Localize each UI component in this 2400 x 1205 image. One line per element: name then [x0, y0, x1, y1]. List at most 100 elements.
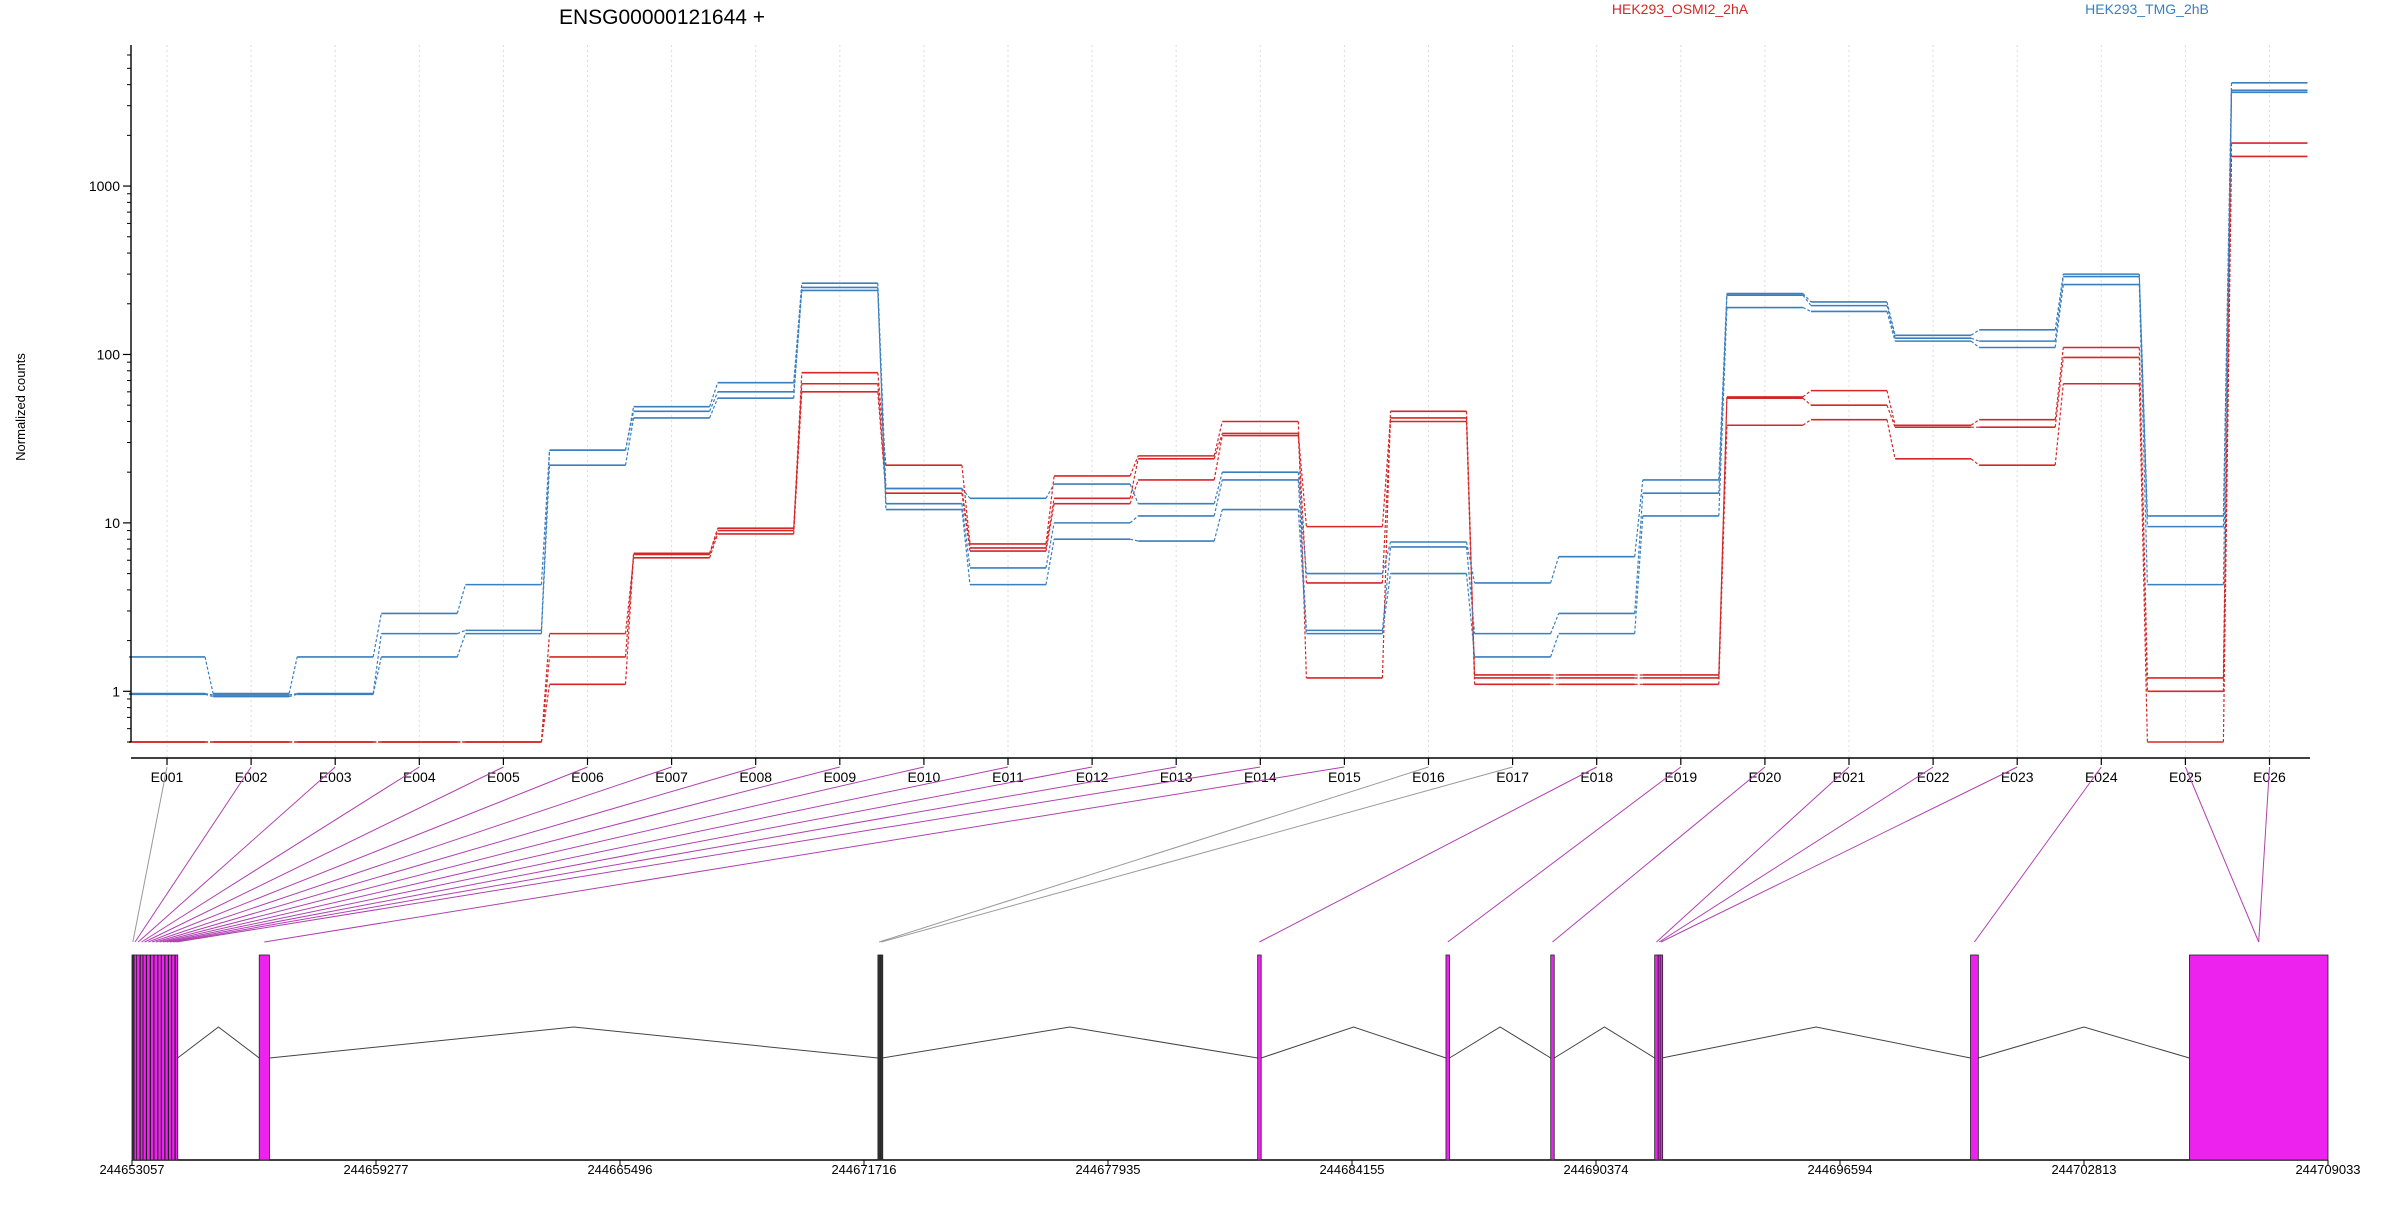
series-connector	[624, 557, 635, 634]
x-tick-label: E025	[2169, 769, 2202, 785]
exon-block	[153, 954, 159, 1161]
vertical-gridlines	[166, 45, 2270, 758]
exon-link-line	[881, 766, 1513, 943]
series-connector	[1213, 472, 1223, 504]
series-connector	[288, 656, 298, 694]
genome-coordinate-label: 244677935	[1075, 1162, 1140, 1177]
x-tick-label: E017	[1496, 769, 1529, 785]
series-connector	[1550, 613, 1560, 634]
exon-link-line	[1974, 766, 2102, 943]
x-tick-label: E009	[823, 769, 856, 785]
x-tick-label: E002	[235, 769, 268, 785]
exon-link-line	[264, 766, 1345, 943]
x-tick-label: E026	[2253, 769, 2286, 785]
series-connector	[1886, 390, 1896, 426]
exon-link-line	[1658, 766, 1934, 943]
series-connector	[624, 417, 635, 466]
series-connector	[540, 450, 551, 631]
exon-link-line	[137, 766, 336, 943]
x-tick-label: E016	[1412, 769, 1445, 785]
series-connector	[1129, 458, 1139, 499]
series-connector	[1718, 307, 1728, 516]
exon-link-line	[162, 766, 925, 943]
series-connector	[1213, 509, 1223, 542]
genome-coordinate-label: 244696594	[1807, 1162, 1872, 1177]
x-tick-label: E020	[1749, 769, 1782, 785]
x-tick-label: E023	[2001, 769, 2034, 785]
series-connector	[1045, 539, 1055, 585]
genome-coordinate-label: 244709033	[2295, 1162, 2360, 1177]
x-tick-label: E005	[487, 769, 520, 785]
exon-link-line	[166, 766, 1009, 943]
series-connector	[2054, 357, 2064, 428]
series-connector	[1970, 329, 1980, 336]
series-connector	[1970, 340, 1980, 348]
series-connector	[1634, 515, 1644, 634]
series-connector	[2054, 284, 2064, 348]
genome-coordinate-label: 244671716	[831, 1162, 896, 1177]
series-connector	[2222, 90, 2233, 678]
series-connector	[372, 656, 382, 695]
series-connector	[1886, 404, 1896, 428]
series-connector	[1718, 396, 1728, 675]
exon-block	[171, 954, 176, 1161]
series-connector	[288, 692, 298, 696]
exon-block	[174, 954, 179, 1161]
exon-link-line	[159, 766, 840, 943]
series-connector	[1718, 425, 1728, 685]
exon-link-line	[878, 766, 1429, 943]
exon-link-line	[155, 766, 756, 943]
exon-block	[1970, 954, 1979, 1161]
exon-block	[879, 954, 884, 1161]
series-connector	[1970, 419, 1980, 426]
exon-link-line	[2258, 766, 2270, 943]
exon-block	[164, 954, 169, 1161]
exon-block	[161, 954, 166, 1161]
intron-line	[1553, 1026, 1655, 1059]
series-connector	[1465, 411, 1476, 675]
series-connector	[372, 613, 382, 658]
series-connector	[1886, 419, 1896, 459]
series-connector	[1970, 458, 1980, 466]
intron-line	[269, 1026, 878, 1059]
series-connector	[1970, 337, 1980, 342]
intron-line	[1449, 1026, 1551, 1059]
exon-block	[1257, 954, 1262, 1161]
legend-entry-osmi: HEK293_OSMI2_2hA	[1612, 1, 1749, 17]
x-tick-label: E012	[1076, 769, 1109, 785]
series-connector	[961, 509, 971, 585]
series-connector	[1213, 421, 1223, 457]
series-connector	[204, 693, 214, 698]
x-tick-label: E004	[403, 769, 436, 785]
exon-link-line	[1259, 766, 1597, 943]
series-connector	[624, 554, 635, 685]
series-connector	[1465, 573, 1476, 657]
exon-block	[146, 954, 151, 1161]
exon-link-line	[1552, 766, 1766, 943]
intron-line	[1978, 1026, 2190, 1059]
y-tick-label: 1	[112, 683, 120, 699]
legend-entry-tmg: HEK293_TMG_2hB	[2085, 1, 2209, 17]
x-tick-label: E022	[1917, 769, 1950, 785]
exon-block	[1654, 954, 1659, 1161]
series-connector	[540, 633, 551, 743]
genome-coordinate-label: 244690374	[1563, 1162, 1628, 1177]
series-connector	[2222, 82, 2233, 516]
series-connector	[2054, 274, 2064, 330]
exon-link-line	[141, 766, 420, 943]
series-connector	[2054, 276, 2064, 342]
series-connector	[456, 633, 466, 658]
series-connector	[793, 372, 803, 529]
series-connector	[1802, 294, 1812, 306]
series-connector	[1213, 435, 1223, 481]
exon-link-line	[176, 766, 1261, 943]
exon-link-line	[169, 766, 1093, 943]
series-connector	[1550, 556, 1560, 584]
series-connector	[540, 656, 551, 743]
series-connector	[2138, 347, 2148, 678]
x-tick-label: E021	[1833, 769, 1866, 785]
series-connector	[1297, 479, 1307, 631]
series-connector	[709, 391, 719, 412]
exon-block	[150, 954, 155, 1161]
exon-block	[1659, 954, 1664, 1161]
